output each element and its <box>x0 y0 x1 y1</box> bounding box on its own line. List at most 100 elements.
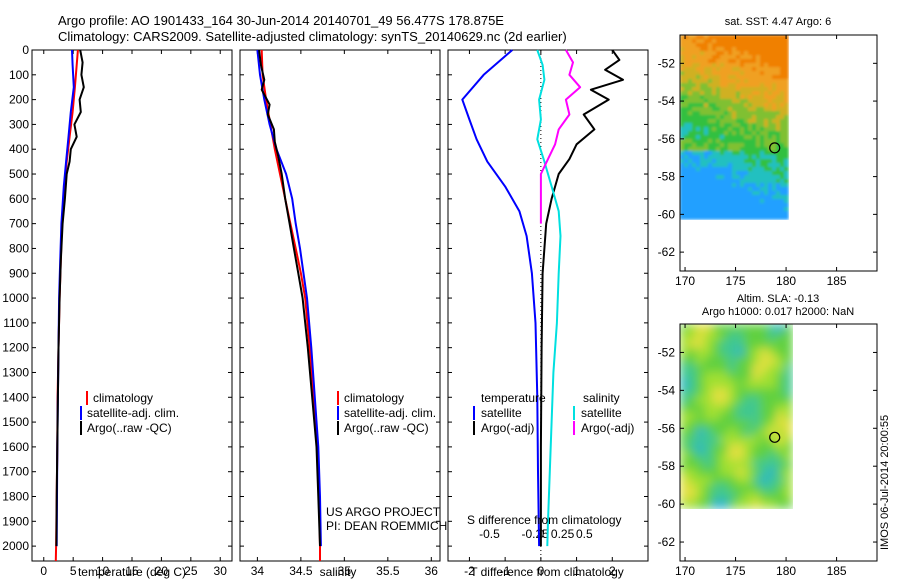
map-cell <box>784 99 789 104</box>
map-cell <box>696 396 705 405</box>
map-cell <box>716 87 721 92</box>
map-cell <box>756 191 761 196</box>
map-cell <box>776 123 781 128</box>
map-cell <box>684 95 689 100</box>
map-cell <box>692 91 697 96</box>
map-cell <box>768 187 773 192</box>
map-cell <box>720 151 725 156</box>
map-cell <box>784 191 789 196</box>
map-cell <box>712 468 721 477</box>
map-cell <box>716 59 721 64</box>
map-cell <box>732 55 737 60</box>
map-cell <box>736 95 741 100</box>
map-cell <box>720 452 729 461</box>
map-cell <box>724 195 729 200</box>
map-cell <box>680 111 685 116</box>
map-cell <box>720 203 725 208</box>
map-cell <box>680 67 685 72</box>
map-cell <box>712 364 721 373</box>
salinity-legend: climatology satellite-adj. clim. Argo(..… <box>337 391 436 435</box>
map-cell <box>720 95 725 100</box>
map-cell <box>708 211 713 216</box>
map-cell <box>704 420 713 429</box>
map-cell <box>740 155 745 160</box>
map-cell <box>736 444 745 453</box>
map-cell <box>680 412 689 421</box>
map-cell <box>700 95 705 100</box>
depth-tick-label: 1800 <box>2 490 29 504</box>
map-cell <box>780 43 785 48</box>
map-cell <box>692 187 697 192</box>
map-cell <box>772 107 777 112</box>
map-cell <box>700 75 705 80</box>
map-cell <box>760 452 769 461</box>
map-cell <box>704 404 713 413</box>
map-cell <box>776 63 781 68</box>
map-cell <box>772 127 777 132</box>
map-cell <box>720 63 725 68</box>
map-cell <box>684 195 689 200</box>
map-cell <box>748 51 753 56</box>
map-cell <box>776 179 781 184</box>
map-cell <box>748 71 753 76</box>
map-cell <box>692 55 697 60</box>
map-cell <box>696 388 705 397</box>
map-cell <box>728 119 733 124</box>
x-tick-label: 2 <box>609 564 616 578</box>
map-cell <box>764 191 769 196</box>
depth-tick-label: 1200 <box>2 341 29 355</box>
map-lon-label: 170 <box>675 564 695 578</box>
map-cell <box>780 115 785 120</box>
map-cell <box>772 191 777 196</box>
map-cell <box>704 71 709 76</box>
map-cell <box>696 59 701 64</box>
map-cell <box>740 131 745 136</box>
map-cell <box>688 123 693 128</box>
map-cell <box>688 183 693 188</box>
x-tick-label: 0 <box>538 564 545 578</box>
map-cell <box>716 67 721 72</box>
map-cell <box>756 151 761 156</box>
map-cell <box>748 111 753 116</box>
map-cell <box>720 211 725 216</box>
map-cell <box>740 147 745 152</box>
map-cell <box>724 115 729 120</box>
map-cell <box>776 107 781 112</box>
difference-legend: temperature satellite Argo(-adj) salinit… <box>473 391 634 435</box>
map-cell <box>708 63 713 68</box>
map-cell <box>704 139 709 144</box>
map-cell <box>680 372 689 381</box>
map-cell <box>692 75 697 80</box>
map-cell <box>736 500 745 509</box>
map-cell <box>712 119 717 124</box>
map-cell <box>744 119 749 124</box>
map-cell <box>748 179 753 184</box>
map-cell <box>752 380 761 389</box>
map-cell <box>712 39 717 44</box>
map-cell <box>720 207 725 212</box>
map-cell <box>692 103 697 108</box>
map-cell <box>744 183 749 188</box>
imos-timestamp: IMOS 06-Jul-2014 20:00:55 <box>879 415 891 550</box>
map-cell <box>704 195 709 200</box>
map-cell <box>724 143 729 148</box>
map-cell <box>716 71 721 76</box>
map-cell <box>772 183 777 188</box>
map-cell <box>768 324 777 333</box>
map-cell <box>784 340 793 349</box>
map-cell <box>748 151 753 156</box>
map-cell <box>740 203 745 208</box>
map-cell <box>684 71 689 76</box>
map-cell <box>692 159 697 164</box>
annotation-pi: PI: DEAN ROEMMICH <box>326 519 447 533</box>
map-cell <box>748 95 753 100</box>
map-cell <box>752 484 761 493</box>
map-cell <box>740 83 745 88</box>
map-cell <box>776 171 781 176</box>
map-cell <box>708 127 713 132</box>
map-cell <box>756 51 761 56</box>
map-cell <box>748 119 753 124</box>
map-cell <box>784 147 789 152</box>
s-tick-label: -0.5 <box>479 527 500 541</box>
